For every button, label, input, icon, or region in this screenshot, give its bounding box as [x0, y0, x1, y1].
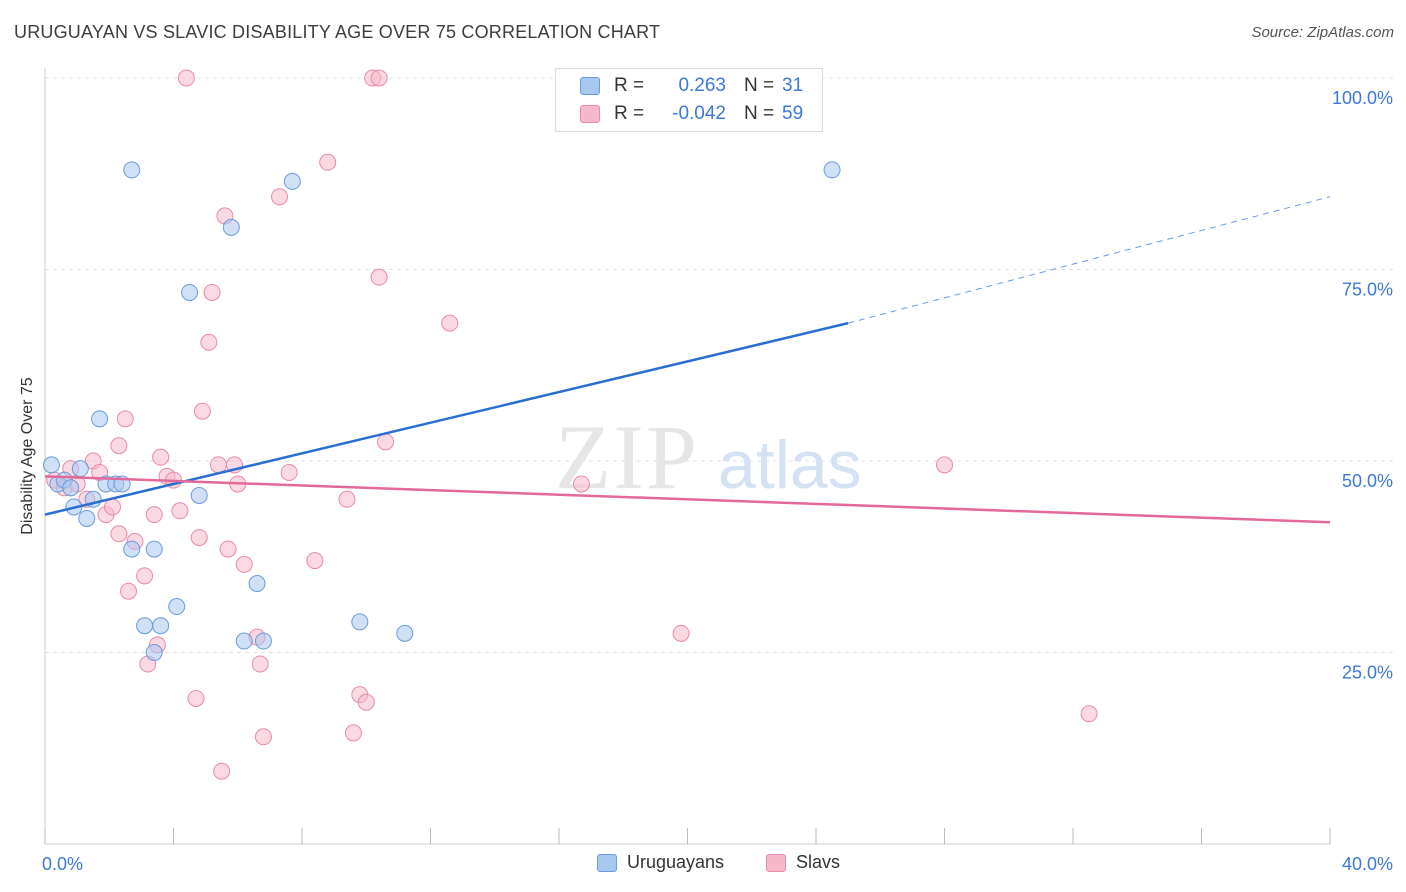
uruguayans-point [123, 540, 141, 558]
r-label: R = [614, 103, 645, 124]
slavs-point [103, 498, 121, 516]
r-value: 0.263 [678, 75, 726, 96]
watermark-atlas: atlas [718, 427, 862, 503]
legend-item-slavs[interactable]: Slavs [766, 852, 840, 873]
y-tick-label: 50.0% [1342, 471, 1393, 491]
y-tick-label: 100.0% [1332, 88, 1393, 108]
uruguayans-point [222, 218, 240, 236]
slavs-point [572, 475, 590, 493]
slavs-point [344, 724, 362, 742]
r-label: R = [614, 75, 645, 96]
uruguayans-point [168, 598, 186, 616]
uruguayans-point [248, 575, 266, 593]
uruguayans-point [254, 632, 272, 650]
uruguayans-swatch [580, 77, 600, 95]
slavs-point [177, 69, 195, 87]
watermark-zip: ZIP [555, 406, 699, 508]
slavs-point [377, 433, 395, 451]
uruguayans-point [396, 624, 414, 642]
slavs-point [187, 689, 205, 707]
uruguayans-point [145, 644, 163, 661]
n-value: 31 [782, 75, 804, 96]
slavs-point [441, 314, 459, 332]
tick-labels: 25.0% 50.0% 75.0% 100.0% 0.0% 40.0% [42, 88, 1393, 874]
slavs-point [235, 555, 253, 573]
uruguayans-point [136, 617, 154, 635]
slavs-legend-swatch [766, 853, 786, 872]
watermark: ZIP atlas [555, 406, 862, 508]
uruguayans-point [145, 540, 163, 558]
uruguayans-legend-label: Uruguayans [627, 852, 725, 872]
slavs-point [116, 410, 134, 428]
series-legend: Uruguayans Slavs [0, 852, 1406, 878]
slavs-point [203, 283, 221, 301]
x-tick-label: 40.0% [1342, 854, 1393, 874]
slavs-point [136, 567, 154, 585]
uruguayans-point [181, 283, 199, 301]
uruguayans-point [123, 161, 141, 179]
slavs-point [110, 437, 128, 455]
slavs-point [271, 188, 289, 206]
axes [44, 68, 1331, 845]
uruguayans-point [283, 172, 301, 190]
uruguayans-point [42, 456, 60, 474]
correlation-legend: R = 0.263 N = 31 R = -0.042 N = 59 [555, 68, 823, 132]
uruguayans-point [190, 486, 208, 504]
slavs-point [1080, 705, 1098, 723]
source-label: Source: ZipAtlas.com [1251, 24, 1394, 41]
slavs-point [254, 728, 272, 746]
n-label: N = [744, 103, 775, 124]
uruguayans-trend-extension [847, 196, 1331, 324]
slavs-point [152, 448, 170, 466]
slavs-point [280, 463, 298, 481]
slavs-point [145, 506, 163, 524]
y-tick-label: 75.0% [1342, 280, 1393, 300]
slavs-point [110, 525, 128, 543]
slavs-point [193, 402, 211, 420]
slavs-point [672, 624, 690, 642]
slavs-point [219, 540, 237, 558]
slavs-point [357, 693, 375, 711]
slavs-legend-label: Slavs [796, 852, 841, 872]
chart-title: URUGUAYAN VS SLAVIC DISABILITY AGE OVER … [14, 22, 661, 42]
slavs-point [306, 552, 324, 570]
slavs-point [200, 333, 218, 351]
r-value: -0.042 [672, 103, 726, 124]
uruguayans-legend-swatch [597, 853, 617, 872]
uruguayans-points [42, 161, 841, 661]
uruguayans-point [152, 617, 170, 635]
slavs-point [936, 456, 953, 474]
slavs-swatch [580, 105, 600, 123]
slavs-point [370, 268, 388, 286]
uruguayans-point [91, 410, 109, 428]
x-tick-label: 0.0% [42, 854, 83, 874]
legend-row-slavs: R = -0.042 N = 59 [580, 102, 803, 126]
uruguayans-point [823, 161, 841, 179]
uruguayans-point [78, 509, 96, 527]
y-tick-label: 25.0% [1342, 663, 1393, 683]
slavs-point [190, 529, 208, 547]
uruguayans-point [71, 460, 89, 478]
slavs-point [171, 502, 189, 520]
uruguayans-point [62, 479, 80, 497]
slavs-point [251, 655, 269, 673]
slavs-point [319, 153, 337, 171]
legend-item-uruguayans[interactable]: Uruguayans [597, 852, 724, 873]
uruguayans-point [235, 632, 253, 650]
trend-lines [44, 196, 1331, 524]
slavs-point [370, 69, 388, 87]
slavs-point [213, 762, 231, 780]
legend-row-uruguayans: R = 0.263 N = 31 [580, 74, 803, 98]
slavs-point [209, 456, 227, 474]
slavs-point [338, 490, 356, 508]
uruguayans-trend-line [44, 321, 849, 516]
n-label: N = [744, 75, 775, 96]
n-value: 59 [782, 103, 804, 124]
slavs-point [120, 582, 138, 600]
slavs-trend-line [44, 475, 1331, 524]
uruguayans-point [351, 613, 369, 631]
